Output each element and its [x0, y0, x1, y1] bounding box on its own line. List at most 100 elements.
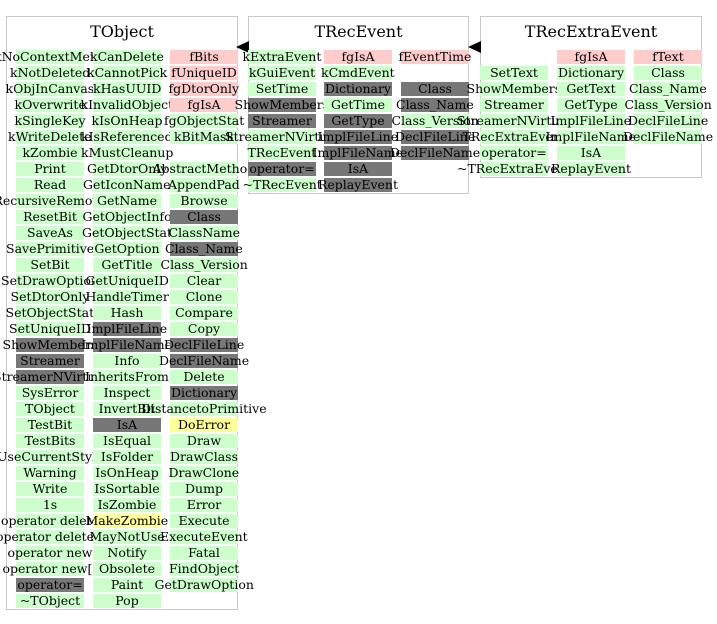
member-item[interactable]: GetUniqueID — [85, 273, 169, 288]
member-item[interactable]: fgIsA — [324, 50, 392, 64]
member-item[interactable]: GetObjectInfo — [82, 209, 172, 224]
member-item[interactable]: TRecEvent — [247, 145, 317, 160]
member-item[interactable]: Class — [634, 66, 702, 80]
member-item[interactable]: Dump — [170, 482, 238, 496]
member-item[interactable]: SetText — [480, 66, 548, 80]
member-item[interactable]: SysError — [16, 386, 84, 400]
member-item[interactable]: SetBit — [16, 258, 84, 272]
member-item[interactable]: Obsolete — [93, 562, 161, 576]
member-item[interactable]: IsA — [324, 162, 392, 176]
member-item[interactable]: ImplFileLine — [317, 129, 399, 144]
member-item[interactable]: kMustCleanup — [81, 145, 174, 160]
member-item[interactable]: MayNotUse — [89, 529, 165, 544]
member-item[interactable]: Streamer — [16, 354, 84, 368]
member-item[interactable]: IsFolder — [93, 450, 161, 464]
member-item[interactable]: Execute — [170, 514, 238, 528]
member-item[interactable]: Clone — [170, 290, 238, 304]
member-item[interactable]: AbstractMethod — [152, 161, 256, 176]
member-item[interactable]: Dictionary — [170, 385, 238, 400]
member-item[interactable]: ResetBit — [16, 210, 84, 224]
member-item[interactable]: SavePrimitive — [6, 241, 95, 256]
member-item[interactable]: MakeZombie — [85, 513, 169, 528]
member-item[interactable]: 1s — [16, 498, 84, 512]
member-item[interactable]: Browse — [170, 194, 238, 208]
member-item[interactable]: Draw — [170, 434, 238, 448]
member-item[interactable]: kCanDelete — [90, 49, 164, 64]
member-item[interactable]: StreamerNVirtual — [225, 129, 339, 144]
member-item[interactable]: Class_Name — [629, 81, 707, 96]
member-item[interactable]: Copy — [170, 322, 238, 336]
member-item[interactable]: SetDtorOnly — [10, 289, 90, 304]
member-item[interactable]: IsZombie — [93, 498, 161, 512]
member-item[interactable]: fgIsA — [557, 50, 625, 64]
member-item[interactable]: IsOnHeap — [93, 466, 161, 480]
member-item[interactable]: Compare — [170, 306, 238, 320]
member-item[interactable]: Fatal — [170, 546, 238, 560]
member-item[interactable]: GetOption — [93, 241, 161, 256]
member-item[interactable]: TestBits — [16, 434, 84, 448]
member-item[interactable]: operator new — [7, 545, 93, 560]
member-item[interactable]: ImplFileLine — [86, 321, 168, 336]
member-item[interactable]: FindObject — [169, 561, 240, 576]
member-item[interactable]: TObject — [16, 402, 84, 416]
member-item[interactable]: Hash — [93, 306, 161, 320]
member-item[interactable]: ~TRecExtraEvent — [457, 161, 571, 176]
member-item[interactable]: kInvalidObject — [80, 97, 174, 112]
member-item[interactable]: AppendPad — [168, 177, 240, 192]
member-item[interactable]: kIsReferenced — [81, 129, 173, 144]
member-item[interactable]: SetDrawOption — [1, 273, 99, 288]
member-item[interactable]: Dictionary — [324, 81, 392, 96]
member-item[interactable]: Class_Name — [396, 97, 474, 112]
member-item[interactable]: IsA — [93, 418, 161, 432]
member-item[interactable]: operator= — [248, 161, 316, 176]
member-item[interactable]: kExtraEvent — [242, 49, 322, 64]
member-item[interactable]: operator delete[] — [0, 529, 104, 544]
member-item[interactable]: IsEqual — [93, 434, 161, 448]
member-item[interactable]: Inspect — [93, 386, 161, 400]
member-item[interactable]: ExecuteEvent — [160, 529, 248, 544]
member-item[interactable]: Class_Version — [391, 113, 479, 128]
member-item[interactable]: Clear — [170, 274, 238, 288]
member-item[interactable]: Write — [16, 482, 84, 496]
member-item[interactable]: DeclFileLine — [628, 113, 709, 128]
member-item[interactable]: fText — [634, 50, 702, 64]
member-item[interactable]: DoError — [170, 418, 238, 432]
member-item[interactable]: HandleTimer — [85, 289, 169, 304]
member-item[interactable]: DeclFileLine — [395, 129, 476, 144]
member-item[interactable]: Class_Version — [624, 97, 712, 112]
member-item[interactable]: TRecExtraEvent — [462, 129, 566, 144]
member-item[interactable]: GetIconName — [83, 177, 171, 192]
member-item[interactable]: ImplFileName — [81, 337, 172, 352]
member-item[interactable]: InheritsFrom — [85, 369, 169, 384]
member-item[interactable]: DeclFileName — [390, 145, 481, 160]
member-item[interactable]: ClassName — [168, 225, 240, 240]
member-item[interactable]: fBits — [170, 50, 238, 64]
member-item[interactable]: GetName — [93, 194, 161, 208]
member-item[interactable]: SaveAs — [16, 226, 84, 240]
member-item[interactable]: Class — [401, 82, 469, 96]
member-item[interactable]: Class_Name — [165, 241, 243, 256]
member-item[interactable]: StreamerNVirtual — [0, 369, 107, 384]
member-item[interactable]: ImplFileName — [545, 129, 636, 144]
member-item[interactable]: SetUniqueID — [9, 321, 91, 336]
member-item[interactable]: fgIsA — [170, 98, 238, 112]
member-item[interactable]: StreamerNVirtual — [457, 113, 571, 128]
member-item[interactable]: Read — [16, 178, 84, 192]
member-item[interactable]: fgDtorOnly — [168, 81, 240, 96]
member-item[interactable]: ReplayEvent — [551, 161, 631, 176]
member-item[interactable]: kNotDeleted — [10, 65, 91, 80]
member-item[interactable]: kHasUUID — [93, 81, 162, 96]
member-item[interactable]: SetObjectStat — [5, 305, 95, 320]
member-item[interactable]: TestBit — [16, 418, 84, 432]
member-item[interactable]: fEventTime — [398, 49, 472, 64]
member-item[interactable]: GetType — [324, 114, 392, 128]
member-item[interactable]: Streamer — [248, 114, 316, 128]
member-item[interactable]: ShowMembers — [2, 337, 98, 352]
member-item[interactable]: kBitMask — [170, 130, 238, 144]
member-item[interactable]: kCmdEvent — [321, 65, 395, 80]
member-item[interactable]: kIsOnHeap — [91, 113, 163, 128]
member-item[interactable]: kObjInCanvas — [5, 81, 95, 96]
member-item[interactable]: GetDrawOption — [154, 577, 254, 592]
member-item[interactable]: kZombie — [16, 146, 84, 160]
member-item[interactable]: operator new[] — [2, 561, 98, 576]
